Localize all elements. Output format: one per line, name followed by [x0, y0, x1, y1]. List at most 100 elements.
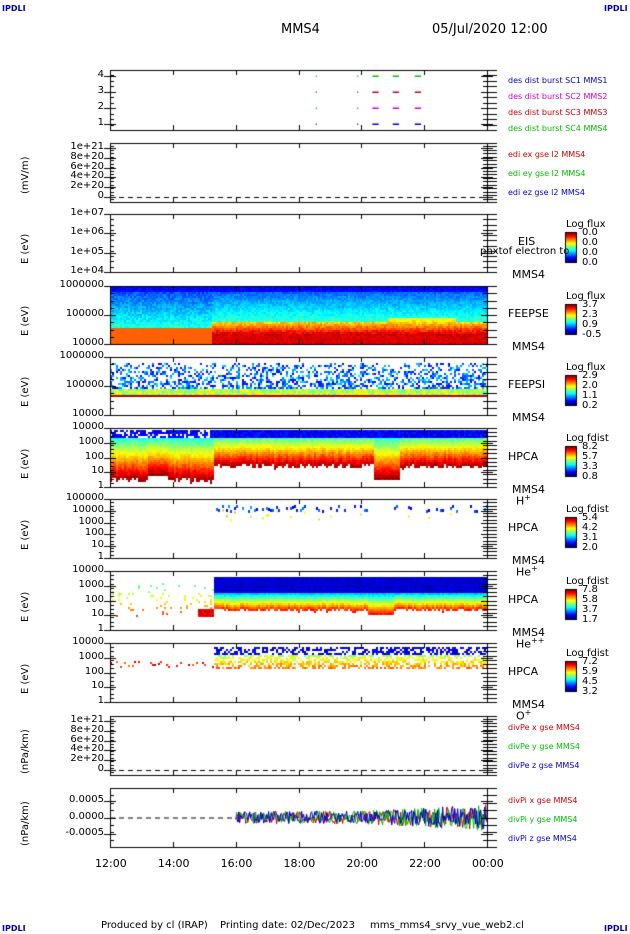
colorbar-tick-feepse-1: 2.3: [582, 309, 598, 320]
overlay-text-eis: phxtof electron to: [480, 246, 570, 257]
footer-script-name: mms_mms4_srvy_vue_web2.cl: [370, 920, 524, 931]
colorbar-tick-hpca_hepp-0: 7.8: [582, 584, 598, 595]
legend-divpe-0: divPe x gse MMS4: [508, 723, 580, 732]
y-tick-burst-2: 2: [97, 101, 104, 112]
y-tick-eis-3: 1e+04: [70, 265, 104, 276]
legend-burst-1: des dist burst SC2 MMS2: [508, 92, 608, 101]
instrument-label-hpca_o: HPCA: [508, 664, 539, 678]
y-tick-hpca_he-2: 1000: [78, 515, 104, 527]
colorbar-title-feepse: Log flux: [566, 291, 606, 302]
species-label-hpca_h: H+: [516, 493, 531, 508]
colorbar-tick-hpca_hepp-1: 5.8: [582, 594, 598, 605]
x-tick-label-6: 00:00: [472, 857, 504, 870]
y-tick-feepse-2: 10000: [72, 337, 104, 348]
x-tick-label-4: 20:00: [346, 857, 379, 870]
legend-burst-0: des dist burst SC1 MMS1: [508, 76, 608, 85]
y-tick-divpi-0: 0.0005: [69, 794, 104, 806]
legend-burst-3: des dist burst SC4 MMS4: [508, 124, 608, 133]
colorbar-tick-hpca_h-3: 0.8: [582, 471, 598, 482]
colorbar-tick-feepsi-1: 2.0: [582, 380, 598, 391]
y-tick-hpca_o-4: 1: [97, 695, 104, 706]
colorbar-tick-hpca_he-2: 3.1: [582, 532, 598, 543]
colorbar-title-hpca_he: Log fdist: [566, 504, 609, 515]
y-tick-hpca_hepp-2: 100: [84, 593, 104, 605]
y-tick-hpca_o-1: 1000: [78, 650, 104, 662]
colorbar-tick-hpca_he-1: 4.2: [582, 522, 598, 533]
y-tick-feepsi-2: 10000: [72, 408, 104, 419]
y-tick-edi-2: 6e+20: [70, 160, 104, 172]
x-tick-label-2: 16:00: [220, 857, 253, 870]
plot-spacecraft-title: MMS4: [281, 22, 320, 37]
spacecraft-label-hpca_o: MMS4: [512, 698, 545, 711]
colorbar-tick-eis-3: 0.0: [582, 257, 598, 268]
legend-edi-2: edi ez gse l2 MMS4: [508, 188, 585, 197]
colorbar-tick-hpca_o-1: 5.9: [582, 666, 598, 677]
y-tick-divpe-0: 1e+21: [70, 714, 104, 725]
corner-label-top-right: IPDLI: [604, 4, 628, 13]
footer-printing-date: Printing date: 02/Dec/2023: [220, 920, 356, 931]
spacecraft-label-eis: MMS4: [512, 268, 545, 281]
y-tick-hpca_he-1: 10000: [72, 503, 104, 515]
y-tick-hpca_he-3: 100: [84, 527, 104, 539]
y-tick-eis-2: 1e+05: [70, 245, 104, 257]
legend-divpe-1: divPe y gse MMS4: [508, 742, 580, 751]
spacecraft-label-hpca_hepp: MMS4: [512, 626, 545, 639]
colorbar-tick-feepsi-3: 0.2: [582, 400, 598, 411]
y-tick-burst-3: 1: [97, 117, 104, 128]
spacecraft-label-hpca_he: MMS4: [512, 554, 545, 567]
spacecraft-label-hpca_h: MMS4: [512, 483, 545, 496]
y-tick-hpca_h-0: 10000: [72, 421, 104, 432]
colorbar-tick-feepse-0: 3.7: [582, 299, 598, 310]
instrument-label-hpca_hepp: HPCA: [508, 592, 539, 606]
y-tick-hpca_o-3: 10: [91, 680, 104, 692]
y-tick-eis-0: 1e+07: [70, 207, 104, 218]
y-tick-edi-5: 0: [97, 190, 104, 201]
y-axis-label-hpca_h: E (eV): [20, 448, 31, 479]
y-tick-hpca_he-0: 100000: [65, 492, 104, 503]
footer-produced-by: Produced by cl (IRAP): [101, 920, 208, 931]
legend-burst-2: des dist burst SC3 MMS3: [508, 108, 608, 117]
y-axis-label-hpca_hepp: E (eV): [20, 591, 31, 622]
species-charge-hpca_hepp: ++: [531, 636, 545, 645]
legend-divpi-0: divPi x gse MMS4: [508, 796, 578, 805]
colorbar-tick-eis-0: 0.0: [582, 227, 598, 238]
corner-label-bottom-left: IPDLI: [2, 924, 26, 933]
y-tick-hpca_he-5: 1: [97, 551, 104, 562]
y-axis-label-divpe: (nPa/km): [20, 728, 31, 774]
instrument-label-feepse: FEEPSE: [508, 307, 549, 320]
legend-edi-0: edi ex gse l2 MMS4: [508, 150, 586, 159]
y-tick-eis-1: 1e+06: [70, 226, 104, 238]
y-tick-burst-1: 3: [97, 85, 104, 96]
colorbar-title-eis: Log flux: [566, 219, 606, 230]
y-tick-edi-0: 1e+21: [70, 141, 104, 152]
y-axis-label-feepse: E (eV): [20, 305, 31, 336]
colorbar-tick-eis-2: 0.0: [582, 247, 598, 258]
y-tick-feepsi-0: 1000000: [59, 350, 104, 361]
spacecraft-label-feepsi: MMS4: [512, 411, 545, 424]
y-axis-label-divpi: (nPa/km): [20, 800, 31, 846]
species-label-hpca_hepp: He++: [516, 636, 545, 651]
x-tick-label-0: 12:00: [95, 857, 127, 870]
y-tick-burst-0: 4: [97, 69, 104, 80]
y-tick-divpi-2: -0.0005: [65, 826, 104, 838]
y-axis-label-hpca_o: E (eV): [20, 663, 31, 694]
y-axis-label-eis: E (eV): [20, 233, 31, 264]
instrument-label-eis: EIS: [518, 235, 536, 248]
species-charge-hpca_h: +: [524, 493, 531, 502]
y-tick-hpca_h-1: 1000: [78, 435, 104, 447]
legend-divpi-1: divPi y gse MMS4: [508, 815, 578, 824]
species-charge-hpca_o: +: [524, 708, 532, 717]
spacecraft-label-feepse: MMS4: [512, 340, 545, 353]
y-tick-hpca_o-2: 100: [84, 665, 104, 677]
colorbar-tick-hpca_o-0: 7.2: [582, 656, 598, 667]
y-tick-edi-1: 8e+20: [70, 150, 104, 162]
x-tick-label-5: 22:00: [409, 857, 441, 870]
y-tick-hpca_hepp-4: 1: [97, 623, 104, 634]
colorbar-tick-hpca_o-2: 4.5: [582, 676, 598, 687]
colorbar-title-hpca_h: Log fdist: [566, 433, 609, 444]
y-tick-hpca_he-4: 10: [91, 539, 104, 551]
y-tick-hpca_hepp-0: 10000: [72, 564, 104, 575]
corner-label-top-left: IPDLI: [2, 4, 26, 13]
x-tick-label-3: 18:00: [283, 857, 316, 870]
species-charge-hpca_he: +: [531, 564, 538, 573]
